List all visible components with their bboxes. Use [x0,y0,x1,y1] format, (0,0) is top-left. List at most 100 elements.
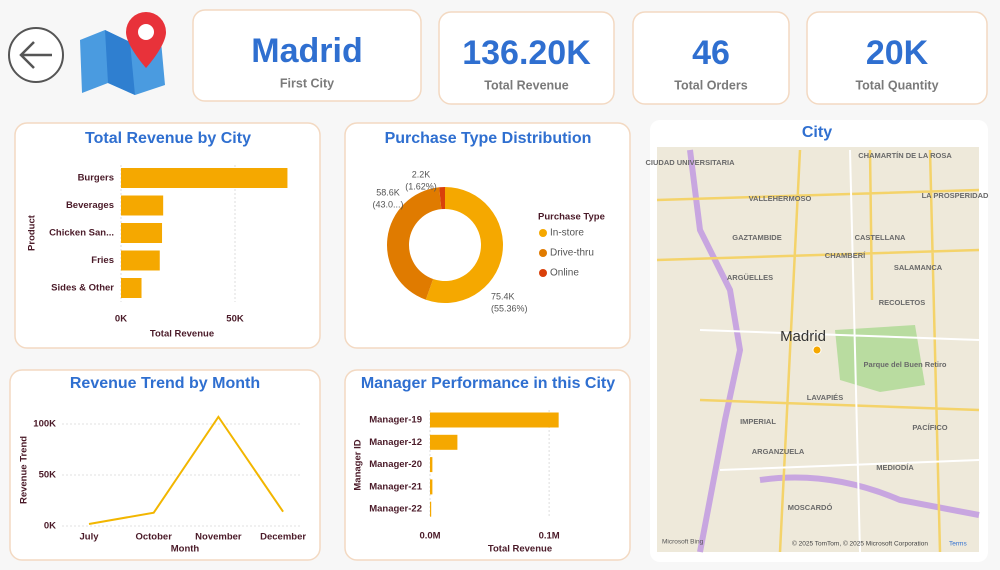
chart-card [9,369,321,561]
legend-label: Online [550,268,579,279]
kpi-value: 20K [866,34,929,72]
legend-swatch [539,249,547,257]
legend-swatch [539,269,547,277]
bar [121,195,164,216]
x-tick-label: July [79,532,99,543]
map-label: ARGÜELLES [727,273,773,282]
legend-title: Purchase Type [538,212,605,223]
y-tick-label: Burgers [78,173,114,184]
bar [430,479,433,495]
chart-title: Purchase Type Distribution [385,130,592,147]
charts: Total Revenue by City 0K 50K Burgers Beverag… [9,122,631,561]
legend-label: In-store [550,228,584,239]
y-tick-label: Manager-19 [369,415,422,426]
kpi-label: First City [280,76,334,90]
map-attribution: © 2025 TomTom, © 2025 Microsoft Corporat… [792,540,928,548]
y-tick-label: Manager-12 [369,437,422,448]
line [88,415,284,525]
legend-label: Drive-thru [550,248,594,259]
y-tick-label: Fries [91,255,114,266]
x-tick-label: 50K [226,314,244,325]
kpi-card [632,11,790,105]
highway [687,149,744,553]
x-axis-title: Total Revenue [488,544,552,555]
kpi-label: Total Orders [674,78,747,92]
y-tick-label: 0K [44,521,56,532]
map-label: IMPERIAL [740,417,776,426]
bar [430,434,458,450]
chart-title: Total Revenue by City [85,130,251,147]
x-tick-label: 0.1M [539,531,560,542]
bar [121,168,288,188]
city-marker[interactable] [812,345,822,355]
x-tick-label: October [135,532,172,543]
map-label: MOSCARDÓ [788,503,833,512]
y-axis-title: Manager ID [353,439,364,490]
map-label: CHAMARTÍN DE LA ROSA [858,151,952,160]
kpi-cards: Madrid First City 136.20K Total Revenue 46 To… [192,9,988,105]
bar [121,250,160,271]
data-label-percent: (43.0...) [372,199,403,209]
map-label: CHAMBERÍ [825,251,866,260]
x-axis-title: Total Revenue [150,329,214,340]
bar [430,412,559,428]
x-tick-label: December [260,532,306,543]
y-tick-label: Beverages [66,200,114,211]
data-label-percent: (1.62%) [405,181,437,191]
back-button[interactable] [8,27,64,83]
kpi-label: Total Quantity [855,78,938,92]
park-area [835,325,925,392]
donut-slice [439,187,445,210]
map-label: ARGANZUELA [752,447,805,456]
kpi-card [438,11,615,105]
y-tick-label: Manager-20 [369,459,422,470]
donut-slice [425,187,504,303]
map-label: CIUDAD UNIVERSITARIA [645,158,735,167]
back-arrow[interactable] [19,41,52,69]
chart-title: Manager Performance in this City [361,375,615,392]
map-label: GAZTAMBIDE [732,233,781,242]
y-axis-title: Revenue Trend [19,436,30,504]
y-tick-label: Sides & Other [51,283,114,294]
x-tick-label: 0.0M [419,531,440,542]
bar [121,278,142,298]
chart-card [344,369,631,561]
map-terms[interactable]: Terms [949,541,967,548]
y-tick-label: 50K [39,470,57,481]
data-label: 58.6K [376,187,400,197]
map-label: RECOLETOS [879,298,926,307]
data-label: 75.4K [491,291,515,301]
map-title: City [802,124,832,141]
roads [656,149,980,553]
y-tick-label: Manager-21 [369,481,423,492]
map-panel: City Madrid Parque del Buen Retiro Micro… [645,120,989,562]
map-label: PACÍFICO [912,423,947,432]
data-label: 2.2K [412,169,431,179]
bar [430,457,433,473]
map-label: VALLEHERMOSO [749,194,812,203]
x-tick-label: 0K [115,314,127,325]
data-label-percent: (55.36%) [491,303,528,313]
map-label: SALAMANCA [894,263,943,272]
map-city: Madrid [780,328,826,345]
map-icon-fold [105,30,135,95]
x-axis-title: Month [171,544,200,555]
y-axis-title: Product [27,214,38,251]
kpi-value: 46 [692,34,730,72]
map-park: Parque del Buen Retiro [864,360,947,369]
map-label: LA PROSPERIDAD [922,191,989,200]
bar [121,223,163,243]
kpi-value: Madrid [251,32,362,70]
x-tick-label: November [195,532,242,543]
chart-title: Revenue Trend by Month [70,375,260,392]
y-tick-label: Chicken San... [49,228,114,239]
map-label: LAVAPIÉS [807,393,843,402]
kpi-value: 136.20K [462,34,591,72]
y-tick-label: Manager-22 [369,504,422,515]
map-icon-pin-hole [138,24,154,40]
legend-swatch [539,229,547,237]
map-icon [80,12,166,95]
map-label: CASTELLANA [855,233,906,242]
y-tick-label: 100K [33,419,56,430]
